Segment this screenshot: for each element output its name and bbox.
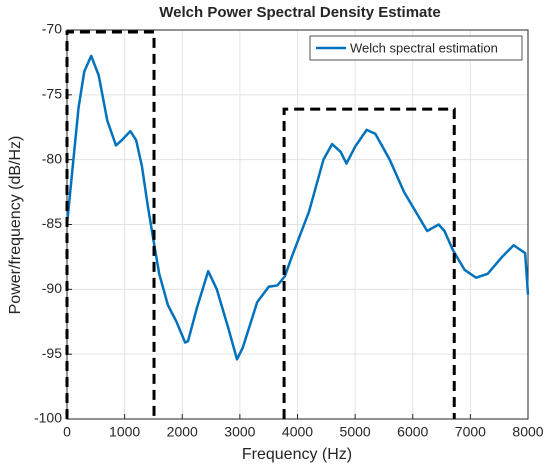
- legend-label: Welch spectral estimation: [350, 40, 498, 55]
- y-tick-label: -70: [42, 21, 62, 37]
- x-tick-label: 1000: [109, 424, 140, 440]
- y-tick-label: -75: [42, 86, 62, 102]
- y-tick-label: -85: [42, 215, 62, 231]
- x-axis-label: Frequency (Hz): [242, 446, 352, 463]
- x-tick-label: 4000: [282, 424, 313, 440]
- x-tick-label: 7000: [455, 424, 486, 440]
- y-tick-label: -80: [42, 150, 62, 166]
- series-line: [65, 54, 530, 361]
- y-tick-label: -100: [34, 410, 62, 426]
- x-tick-label: 5000: [340, 424, 371, 440]
- y-tick-label: -95: [42, 345, 62, 361]
- chart-title: Welch Power Spectral Density Estimate: [159, 4, 441, 21]
- x-tick-label: 6000: [397, 424, 428, 440]
- dashed-region: [65, 30, 156, 419]
- x-tick-label: 0: [63, 424, 71, 440]
- x-tick-label: 2000: [167, 424, 198, 440]
- y-tick-label: -90: [42, 280, 62, 296]
- x-tick-label: 3000: [224, 424, 255, 440]
- x-tick-label: 8000: [512, 424, 543, 440]
- y-axis-label: Power/frequency (dB/Hz): [7, 136, 24, 315]
